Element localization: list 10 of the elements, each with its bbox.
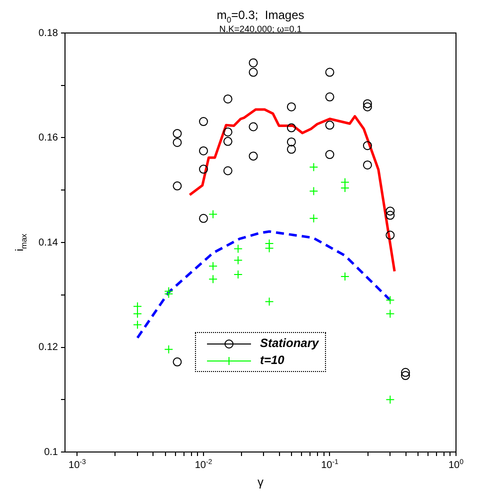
x-axis-title: γ bbox=[258, 475, 264, 489]
legend-label: t=10 bbox=[260, 352, 284, 369]
y-tick-label: 0.16 bbox=[38, 132, 58, 144]
chart-subtitle: N.K=240,000; ω=0.1 bbox=[219, 24, 302, 34]
y-tick-label: 0.12 bbox=[38, 342, 58, 353]
legend-label: Stationary bbox=[260, 335, 319, 352]
y-axis-title: imax bbox=[14, 234, 28, 252]
y-tick-label: 0.1 bbox=[44, 446, 58, 458]
y-tick-label: 0.18 bbox=[38, 28, 58, 39]
y-tick-label: 0.14 bbox=[38, 237, 58, 248]
